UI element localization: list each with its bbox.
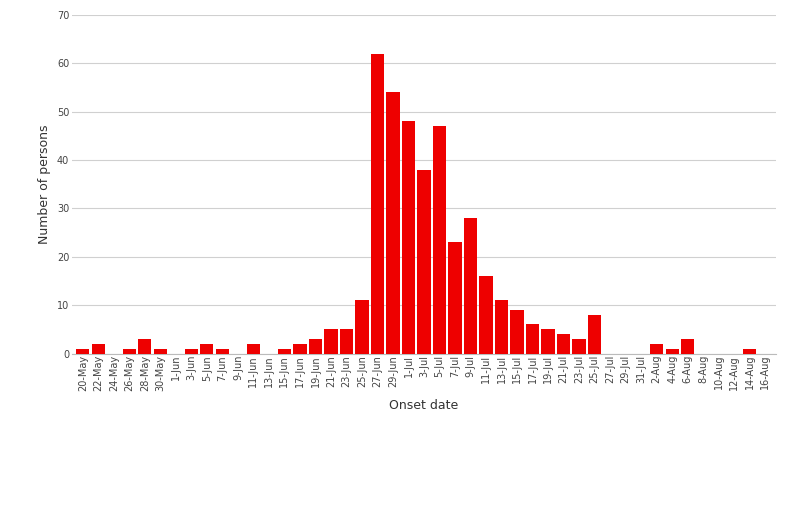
Bar [526,325,539,354]
Bar [449,242,462,353]
Bar [433,126,446,354]
Bar [510,310,524,354]
Bar [185,348,198,354]
Bar [495,300,508,353]
Bar [122,348,136,354]
Bar [340,329,353,353]
Bar [154,348,167,354]
Bar [355,300,369,353]
Bar [216,348,229,354]
Bar [92,344,105,354]
Bar [309,339,322,354]
Bar [557,334,570,353]
Y-axis label: Number of persons: Number of persons [38,125,51,244]
Bar [588,315,601,354]
Bar [278,348,291,354]
Bar [650,344,663,354]
Bar [573,339,586,354]
Bar [666,348,678,354]
Bar [542,329,554,353]
Bar [76,348,90,354]
Bar [479,276,493,354]
Bar [464,218,477,354]
Bar [324,329,338,353]
X-axis label: Onset date: Onset date [390,399,458,413]
Bar [247,344,260,354]
Bar [138,339,151,354]
Bar [418,170,430,354]
Bar [294,344,306,354]
Bar [386,92,399,354]
Bar [743,348,756,354]
Bar [402,122,415,354]
Bar [200,344,214,354]
Bar [681,339,694,354]
Bar [371,54,384,354]
